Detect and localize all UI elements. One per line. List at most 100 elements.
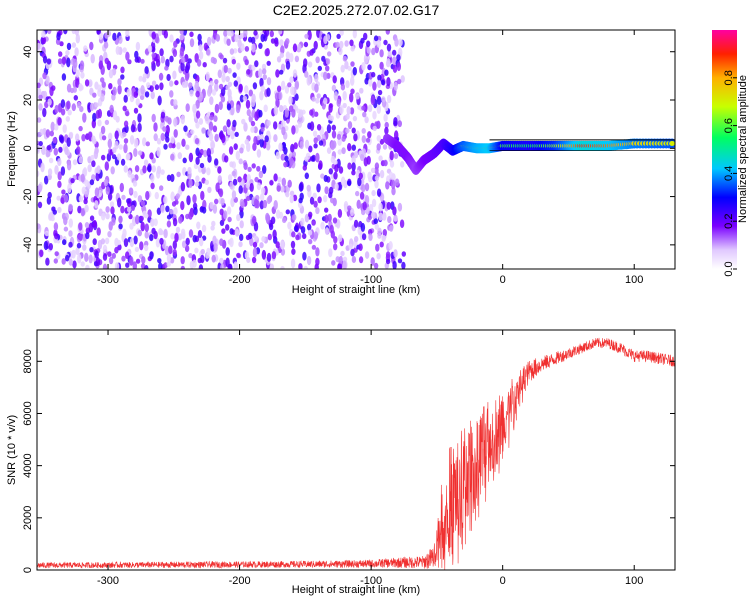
spectrogram-cell bbox=[91, 135, 96, 143]
spectrogram-cell bbox=[157, 95, 162, 106]
spectrogram-cell bbox=[391, 187, 396, 196]
spectrogram-cell bbox=[246, 109, 251, 117]
spectrogram-cell bbox=[304, 139, 310, 149]
spectrogram-cell bbox=[260, 33, 265, 43]
spectrogram-cell bbox=[66, 42, 72, 51]
spectrogram-cell bbox=[266, 120, 271, 127]
spectrogram-y-tick-label: -20 bbox=[22, 189, 34, 205]
spectrogram-cell bbox=[290, 86, 295, 96]
spectrogram-cell bbox=[287, 221, 292, 230]
spectrogram-cell bbox=[393, 81, 398, 91]
spectrogram-cell bbox=[234, 131, 239, 137]
spectrogram-cell bbox=[374, 223, 379, 230]
spectrogram-cell bbox=[370, 95, 375, 106]
spectrogram-cell bbox=[129, 256, 134, 266]
spectrogram-cell bbox=[78, 195, 84, 202]
spectrogram-cell bbox=[384, 69, 389, 76]
spectrogram-cell bbox=[290, 143, 295, 153]
spectrogram-cell bbox=[57, 58, 63, 65]
spectrogram-cell bbox=[122, 228, 127, 238]
spectrogram-cell bbox=[166, 220, 172, 228]
spectrogram-cell bbox=[118, 223, 123, 230]
spectrogram-cell bbox=[292, 69, 298, 78]
spectrogram-cell bbox=[320, 221, 325, 230]
spectrogram-cell bbox=[347, 143, 352, 152]
spectrogram-cell bbox=[347, 65, 352, 71]
spectrogram-cell bbox=[213, 115, 218, 122]
spectrogram-cell bbox=[214, 82, 219, 92]
spectrogram-cell bbox=[385, 181, 390, 190]
spectrogram-cell bbox=[188, 253, 193, 259]
spectrogram-cell bbox=[308, 211, 313, 218]
spectrogram-cell bbox=[202, 61, 207, 68]
spectrogram-cell bbox=[151, 31, 156, 40]
spectrogram-cell bbox=[126, 198, 131, 204]
spectrogram-cell bbox=[361, 127, 366, 134]
spectrogram-cell bbox=[89, 87, 94, 96]
spectrogram-cell bbox=[351, 155, 356, 166]
spectrogram-cell bbox=[209, 114, 214, 121]
spectrogram-cell bbox=[292, 214, 297, 221]
spectrogram-cell bbox=[258, 109, 263, 118]
spectrogram-cell bbox=[189, 38, 195, 48]
spectrogram-cell bbox=[219, 257, 224, 264]
spectrogram-cell bbox=[249, 182, 254, 192]
spectrogram-cell bbox=[151, 113, 156, 123]
spectrogram-cell bbox=[397, 258, 403, 264]
spectrogram-cell bbox=[42, 107, 47, 118]
spectrogram-cell bbox=[333, 236, 338, 244]
spectrogram-cell bbox=[225, 247, 230, 256]
spectrogram-cell bbox=[253, 126, 258, 134]
spectrogram-cell bbox=[169, 209, 174, 215]
spectrogram-cell bbox=[324, 214, 329, 224]
spectrogram-cell bbox=[243, 30, 248, 38]
spectrogram-cell bbox=[42, 72, 47, 80]
spectrogram-cell bbox=[207, 88, 212, 97]
spectrogram-cell bbox=[325, 65, 330, 72]
spectrogram-cell bbox=[179, 30, 184, 35]
spectrogram-cell bbox=[80, 173, 85, 183]
spectrogram-cell bbox=[97, 119, 102, 127]
spectrogram-cell bbox=[189, 89, 194, 97]
spectrogram-cell bbox=[351, 162, 356, 172]
spectrogram-cell bbox=[48, 157, 54, 164]
spectrogram-cell bbox=[174, 80, 179, 86]
spectrogram-cell bbox=[382, 144, 388, 150]
spectrogram-cell bbox=[273, 105, 278, 116]
spectrogram-cell bbox=[60, 166, 66, 176]
spectrogram-cell bbox=[239, 209, 244, 219]
spectrogram-cell bbox=[345, 128, 350, 134]
spectrogram-cell bbox=[94, 200, 99, 209]
spectrogram-cell bbox=[233, 143, 238, 151]
spectrogram-cell bbox=[349, 39, 354, 47]
spectrogram-cell bbox=[104, 161, 110, 171]
spectrogram-cell bbox=[166, 261, 171, 267]
spectrogram-cell bbox=[47, 98, 52, 106]
spectrogram-cell bbox=[68, 230, 73, 237]
spectrogram-cell bbox=[133, 138, 139, 148]
snr-plot-area bbox=[37, 330, 675, 570]
spectrogram-cell bbox=[206, 247, 211, 256]
spectrogram-cell bbox=[376, 95, 382, 105]
spectrogram-cell bbox=[309, 109, 314, 116]
colorbar-gradient bbox=[712, 30, 737, 269]
spectrogram-cell bbox=[340, 250, 345, 257]
spectrogram-cell bbox=[229, 181, 234, 190]
spectrogram-cell bbox=[114, 262, 120, 269]
spectrogram-cell bbox=[199, 237, 204, 247]
spectrogram-cell bbox=[217, 166, 222, 174]
spectrogram-cell bbox=[373, 262, 379, 269]
spectrogram-cell bbox=[288, 95, 293, 105]
spectrogram-cell bbox=[163, 228, 168, 239]
spectrogram-cell bbox=[194, 247, 199, 254]
spectrogram-cell bbox=[115, 45, 121, 55]
spectrogram-cell bbox=[90, 154, 95, 161]
spectrogram-cell bbox=[37, 132, 42, 138]
spectrogram-cell bbox=[41, 36, 47, 45]
spectrogram-cell bbox=[293, 142, 298, 150]
spectrogram-cell bbox=[236, 214, 241, 222]
spectrogram-cell bbox=[172, 49, 178, 57]
spectrogram-cell bbox=[108, 69, 114, 79]
spectrogram-cell bbox=[259, 193, 265, 202]
spectrogram-cell bbox=[140, 85, 145, 95]
